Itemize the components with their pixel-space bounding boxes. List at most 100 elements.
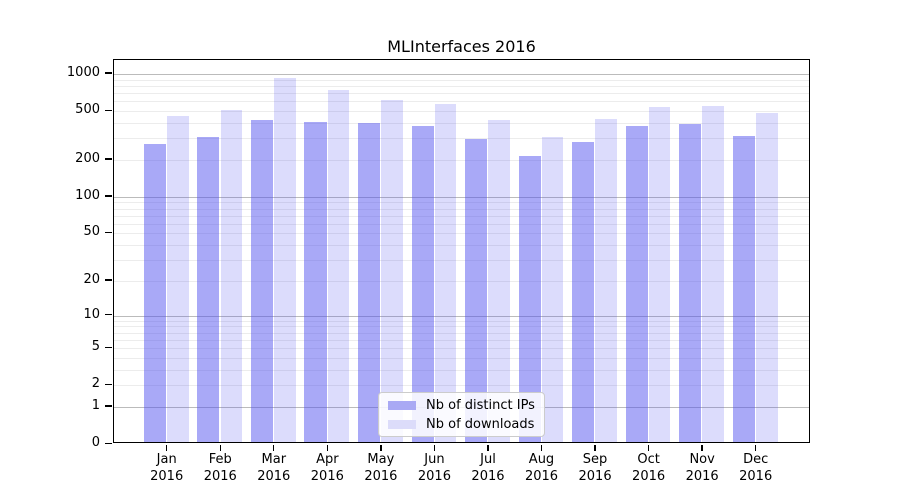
legend: Nb of distinct IPs Nb of downloads [378,392,545,437]
bar-downloads-dec [755,112,778,443]
x-tick [166,444,168,451]
minor-gridline [114,208,809,210]
x-tick [701,444,703,451]
x-tick [487,444,489,451]
y-tick-label: 2 [91,376,100,392]
x-tick-label: Oct 2016 [617,451,681,485]
x-tick-label-line: 2016 [203,469,237,484]
x-tick-label-line: 2016 [524,469,559,484]
minor-gridline [114,122,809,124]
x-tick-label-line: Jun [424,452,445,467]
y-tick [105,195,112,197]
y-tick-label: 20 [83,271,100,287]
legend-swatch-distinct-ips [388,400,416,410]
minor-gridline [114,332,809,334]
minor-gridline [114,280,809,282]
y-tick [105,314,112,316]
x-tick [647,444,650,451]
bar-downloads-jan [167,115,189,443]
minor-gridline [114,245,809,247]
x-tick-label-line: May [367,452,395,467]
x-tick [380,444,382,451]
bar-downloads-aug [541,136,564,443]
x-tick-label-line: 2016 [632,469,666,484]
y-tick-label: 100 [75,187,100,203]
minor-gridline [114,326,809,328]
major-gridline [114,196,809,198]
y-tick [105,109,112,111]
x-tick-label-line: 2016 [685,469,719,484]
x-tick-label-line: Feb [208,452,232,467]
bar-downloads-oct [648,106,671,443]
x-tick-label-line: 2016 [417,469,451,484]
x-tick-label-line: Jan [156,452,177,467]
minor-gridline [114,79,809,81]
y-tick [105,405,112,407]
x-tick [754,444,757,451]
bar-downloads-sep [595,118,617,443]
x-tick [219,444,221,451]
y-tick-label: 50 [83,224,100,240]
minor-gridline [114,111,809,113]
y-tick-label: 10 [83,306,100,322]
y-tick-label: 500 [75,102,100,118]
x-tick-label: Aug 2016 [510,451,574,485]
minor-gridline [114,138,809,140]
y-tick [105,442,112,444]
bar-distinct-ips-sep [572,141,595,443]
x-tick-label-line: 2016 [257,469,291,484]
chart-title: MLInterfaces 2016 [387,37,536,56]
y-tick-label: 5 [91,339,100,355]
minor-gridline [114,202,809,204]
x-tick-label: Sep 2016 [563,451,627,485]
legend-swatch-downloads [388,419,416,429]
x-tick-label: May 2016 [349,451,413,485]
x-tick-label: Nov 2016 [670,451,734,485]
y-tick-label: 0 [91,435,100,450]
x-tick [326,444,329,451]
x-tick-label-line: Mar [261,452,287,467]
bar-distinct-ips-nov [679,124,702,443]
bar-distinct-ips-jan [143,143,166,443]
bar-distinct-ips-feb [197,137,220,443]
bar-distinct-ips-may [357,123,381,443]
minor-gridline [114,93,809,95]
bar-downloads-mar [274,77,296,443]
y-tick [105,383,112,386]
bar-distinct-ips-jun [411,125,434,443]
major-gridline [114,315,809,317]
minor-gridline [114,223,809,225]
minor-gridline [114,233,809,235]
y-tick-label: 1000 [66,64,100,80]
x-tick-label-line: 2016 [150,469,184,484]
bar-downloads-may [381,99,403,443]
legend-item-downloads: Nb of downloads [379,417,544,432]
minor-gridline [114,320,809,322]
x-tick-label-line: Nov [689,452,715,467]
x-tick-label-line: 2016 [364,469,398,484]
x-tick-label-line: Jul [480,452,496,467]
major-gridline [114,73,809,75]
y-tick-label: 200 [75,150,100,166]
minor-gridline [114,369,809,371]
bar-downloads-feb [220,110,243,443]
legend-label: Nb of downloads [426,416,535,432]
bar-distinct-ips-apr [304,121,327,443]
legend-item-distinct-ips: Nb of distinct IPs [379,398,544,413]
bar-distinct-ips-dec [732,135,755,443]
x-tick-label-line: 2016 [578,469,612,484]
x-tick-label-line: 2016 [739,469,773,484]
minor-gridline [114,85,809,87]
bar-downloads-jun [434,104,457,443]
bar-distinct-ips-aug [518,155,541,443]
x-tick-label-line: 2016 [310,469,344,484]
x-tick-label: Jun 2016 [402,451,466,485]
x-tick-label: Dec 2016 [724,451,788,485]
bar-distinct-ips-mar [250,119,273,443]
minor-gridline [114,159,809,161]
x-tick [433,444,436,451]
x-tick-label: Jan 2016 [135,451,199,485]
y-tick [105,158,112,160]
bar-distinct-ips-oct [625,125,648,443]
